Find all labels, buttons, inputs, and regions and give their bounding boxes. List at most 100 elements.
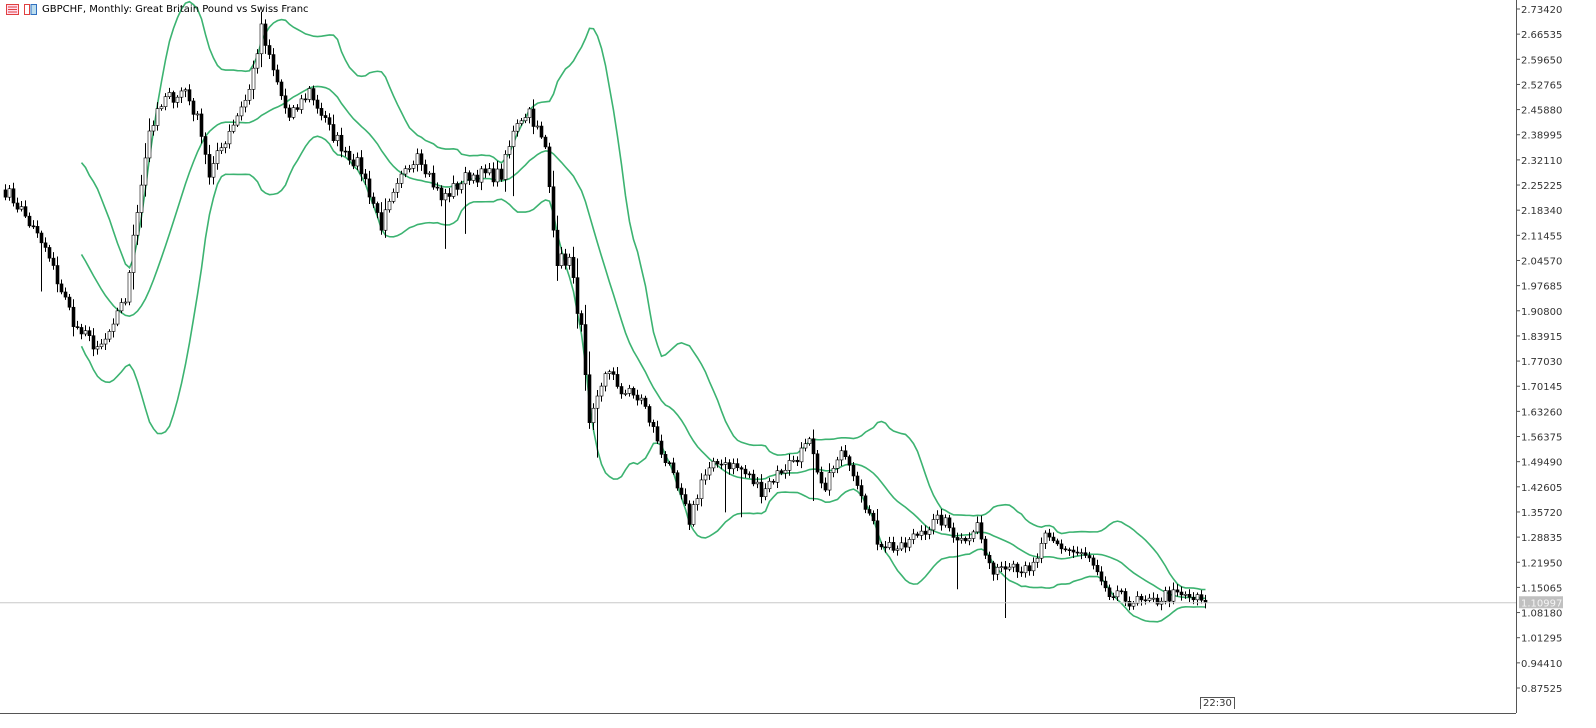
candle: [427, 171, 432, 177]
candle: [435, 182, 440, 191]
candle: [499, 163, 504, 182]
candle: [543, 134, 548, 150]
candle: [115, 307, 120, 327]
candle: [87, 326, 92, 342]
candle: [219, 142, 224, 154]
candle: [67, 294, 72, 311]
candle: [1071, 545, 1076, 559]
candle: [815, 450, 820, 475]
candle: [563, 248, 568, 270]
candle: [187, 84, 192, 106]
y-tick-label: 1.49490: [1521, 458, 1562, 469]
candle: [819, 466, 824, 489]
candle: [523, 113, 528, 124]
candle: [1023, 561, 1028, 578]
candle: [1043, 530, 1048, 550]
candle: [135, 204, 140, 245]
candle: [843, 444, 848, 460]
candle: [363, 168, 368, 186]
candle: [183, 87, 188, 98]
candle: [1083, 547, 1088, 558]
candle: [55, 256, 60, 293]
candle: [867, 505, 872, 516]
candle: [307, 86, 312, 103]
candle: [811, 429, 816, 501]
y-tick-label: 1.01295: [1521, 634, 1562, 645]
candle: [1155, 594, 1160, 607]
y-tick-label: 2.73420: [1521, 5, 1562, 16]
candle: [199, 108, 204, 144]
candle: [767, 477, 772, 493]
candle: [491, 162, 496, 187]
candle: [91, 328, 96, 357]
y-tick-label: 1.08180: [1521, 609, 1562, 620]
candle: [1059, 539, 1064, 554]
y-tick-label: 2.66535: [1521, 30, 1562, 41]
svg-text:1.10997: 1.10997: [1521, 598, 1562, 609]
candle: [1019, 566, 1024, 577]
candle: [887, 536, 892, 550]
candle: [327, 113, 332, 131]
candle: [751, 469, 756, 487]
candle: [571, 246, 576, 284]
candle: [207, 144, 212, 185]
candle: [987, 551, 992, 570]
candle: [731, 458, 736, 475]
y-tick-label: 2.52765: [1521, 80, 1562, 91]
candle: [683, 488, 688, 507]
candle: [699, 473, 704, 507]
candle: [179, 87, 184, 104]
y-tick-label: 1.83915: [1521, 332, 1562, 343]
candle: [791, 455, 796, 463]
candle: [995, 563, 1000, 581]
candle: [799, 442, 804, 469]
candle: [1051, 532, 1056, 543]
candle: [99, 339, 104, 350]
candle: [803, 438, 808, 452]
candle: [1039, 537, 1044, 564]
candle: [475, 169, 480, 187]
candle: [319, 102, 324, 121]
bollinger-upper-band: [80, 0, 1206, 591]
candle: [239, 101, 244, 121]
candle: [335, 132, 340, 147]
candle: [1055, 538, 1060, 546]
candle: [787, 454, 792, 476]
chart-template-icon[interactable]: [24, 4, 37, 15]
candle: [759, 474, 764, 504]
y-tick-label: 2.04570: [1521, 256, 1562, 267]
candle: [467, 170, 472, 186]
candle: [583, 304, 588, 391]
candle: [927, 526, 932, 540]
bollinger-middle-band: [80, 85, 1206, 600]
candle: [151, 120, 156, 136]
candle: [1167, 586, 1172, 608]
candle: [295, 104, 300, 112]
candle: [291, 105, 296, 120]
candle: [75, 320, 80, 330]
candle: [47, 244, 52, 262]
candle: [547, 142, 552, 193]
candle: [407, 164, 412, 173]
candle: [919, 525, 924, 541]
y-tick-label: 1.56375: [1521, 433, 1562, 444]
candle: [111, 318, 116, 338]
candle: [1119, 588, 1124, 595]
candle: [1047, 528, 1052, 541]
y-tick-label: 0.94410: [1521, 659, 1562, 670]
candle: [775, 465, 780, 488]
candle: [1163, 586, 1168, 605]
candle: [611, 367, 616, 381]
candle: [275, 64, 280, 85]
candle: [1179, 586, 1184, 601]
candle: [707, 461, 712, 480]
candle: [439, 185, 444, 207]
candle: [911, 528, 916, 545]
candle: [1107, 584, 1112, 600]
grid-list-icon[interactable]: [6, 4, 19, 15]
candle: [107, 329, 112, 343]
candle: [539, 121, 544, 139]
candles: [3, 11, 1208, 619]
candle: [691, 500, 696, 527]
